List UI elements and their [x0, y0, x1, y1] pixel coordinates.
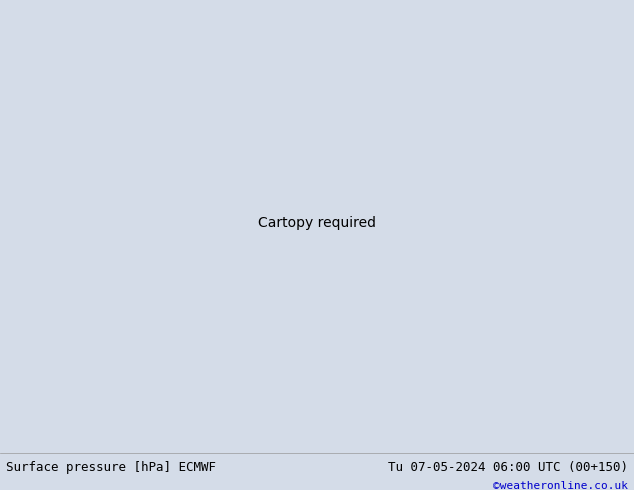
Text: Cartopy required: Cartopy required [258, 216, 376, 230]
Text: ©weatheronline.co.uk: ©weatheronline.co.uk [493, 481, 628, 490]
Text: Tu 07-05-2024 06:00 UTC (00+150): Tu 07-05-2024 06:00 UTC (00+150) [387, 461, 628, 474]
Text: Surface pressure [hPa] ECMWF: Surface pressure [hPa] ECMWF [6, 461, 216, 474]
